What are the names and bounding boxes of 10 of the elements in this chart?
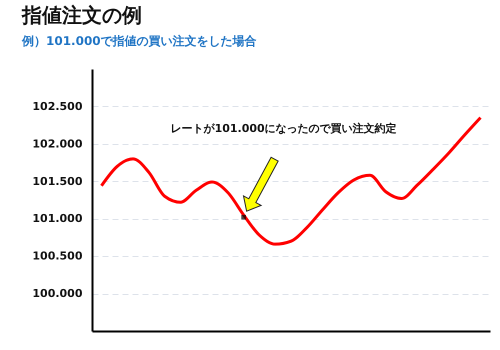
y-tick-label: 102.000 [32,137,83,150]
annotation: レートが101.000になったので買い注文約定 [170,122,397,136]
y-tick-label: 100.000 [32,287,83,300]
y-tick-label: 100.500 [32,250,83,263]
y-tick-label: 101.000 [32,212,83,226]
y-tick-label: 102.500 [32,100,83,113]
line-series [100,116,482,246]
chart-subtitle: 例）101.000で指値の買い注文をした場合 [21,34,258,48]
y-tick-label: 101.500 [32,174,83,188]
chart-title: 指値注文の例 [21,3,142,27]
